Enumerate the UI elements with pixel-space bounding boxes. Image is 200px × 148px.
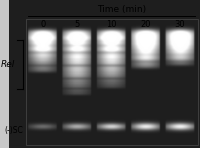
Text: 5: 5	[74, 20, 80, 29]
Bar	[26, 19, 198, 145]
Text: Time (min): Time (min)	[97, 5, 146, 14]
Text: (-)SC: (-)SC	[5, 127, 24, 135]
Text: 0: 0	[40, 20, 45, 29]
Text: 10: 10	[106, 20, 117, 29]
Text: 20: 20	[140, 20, 151, 29]
Text: Rel: Rel	[1, 60, 15, 69]
Text: 30: 30	[175, 20, 185, 29]
